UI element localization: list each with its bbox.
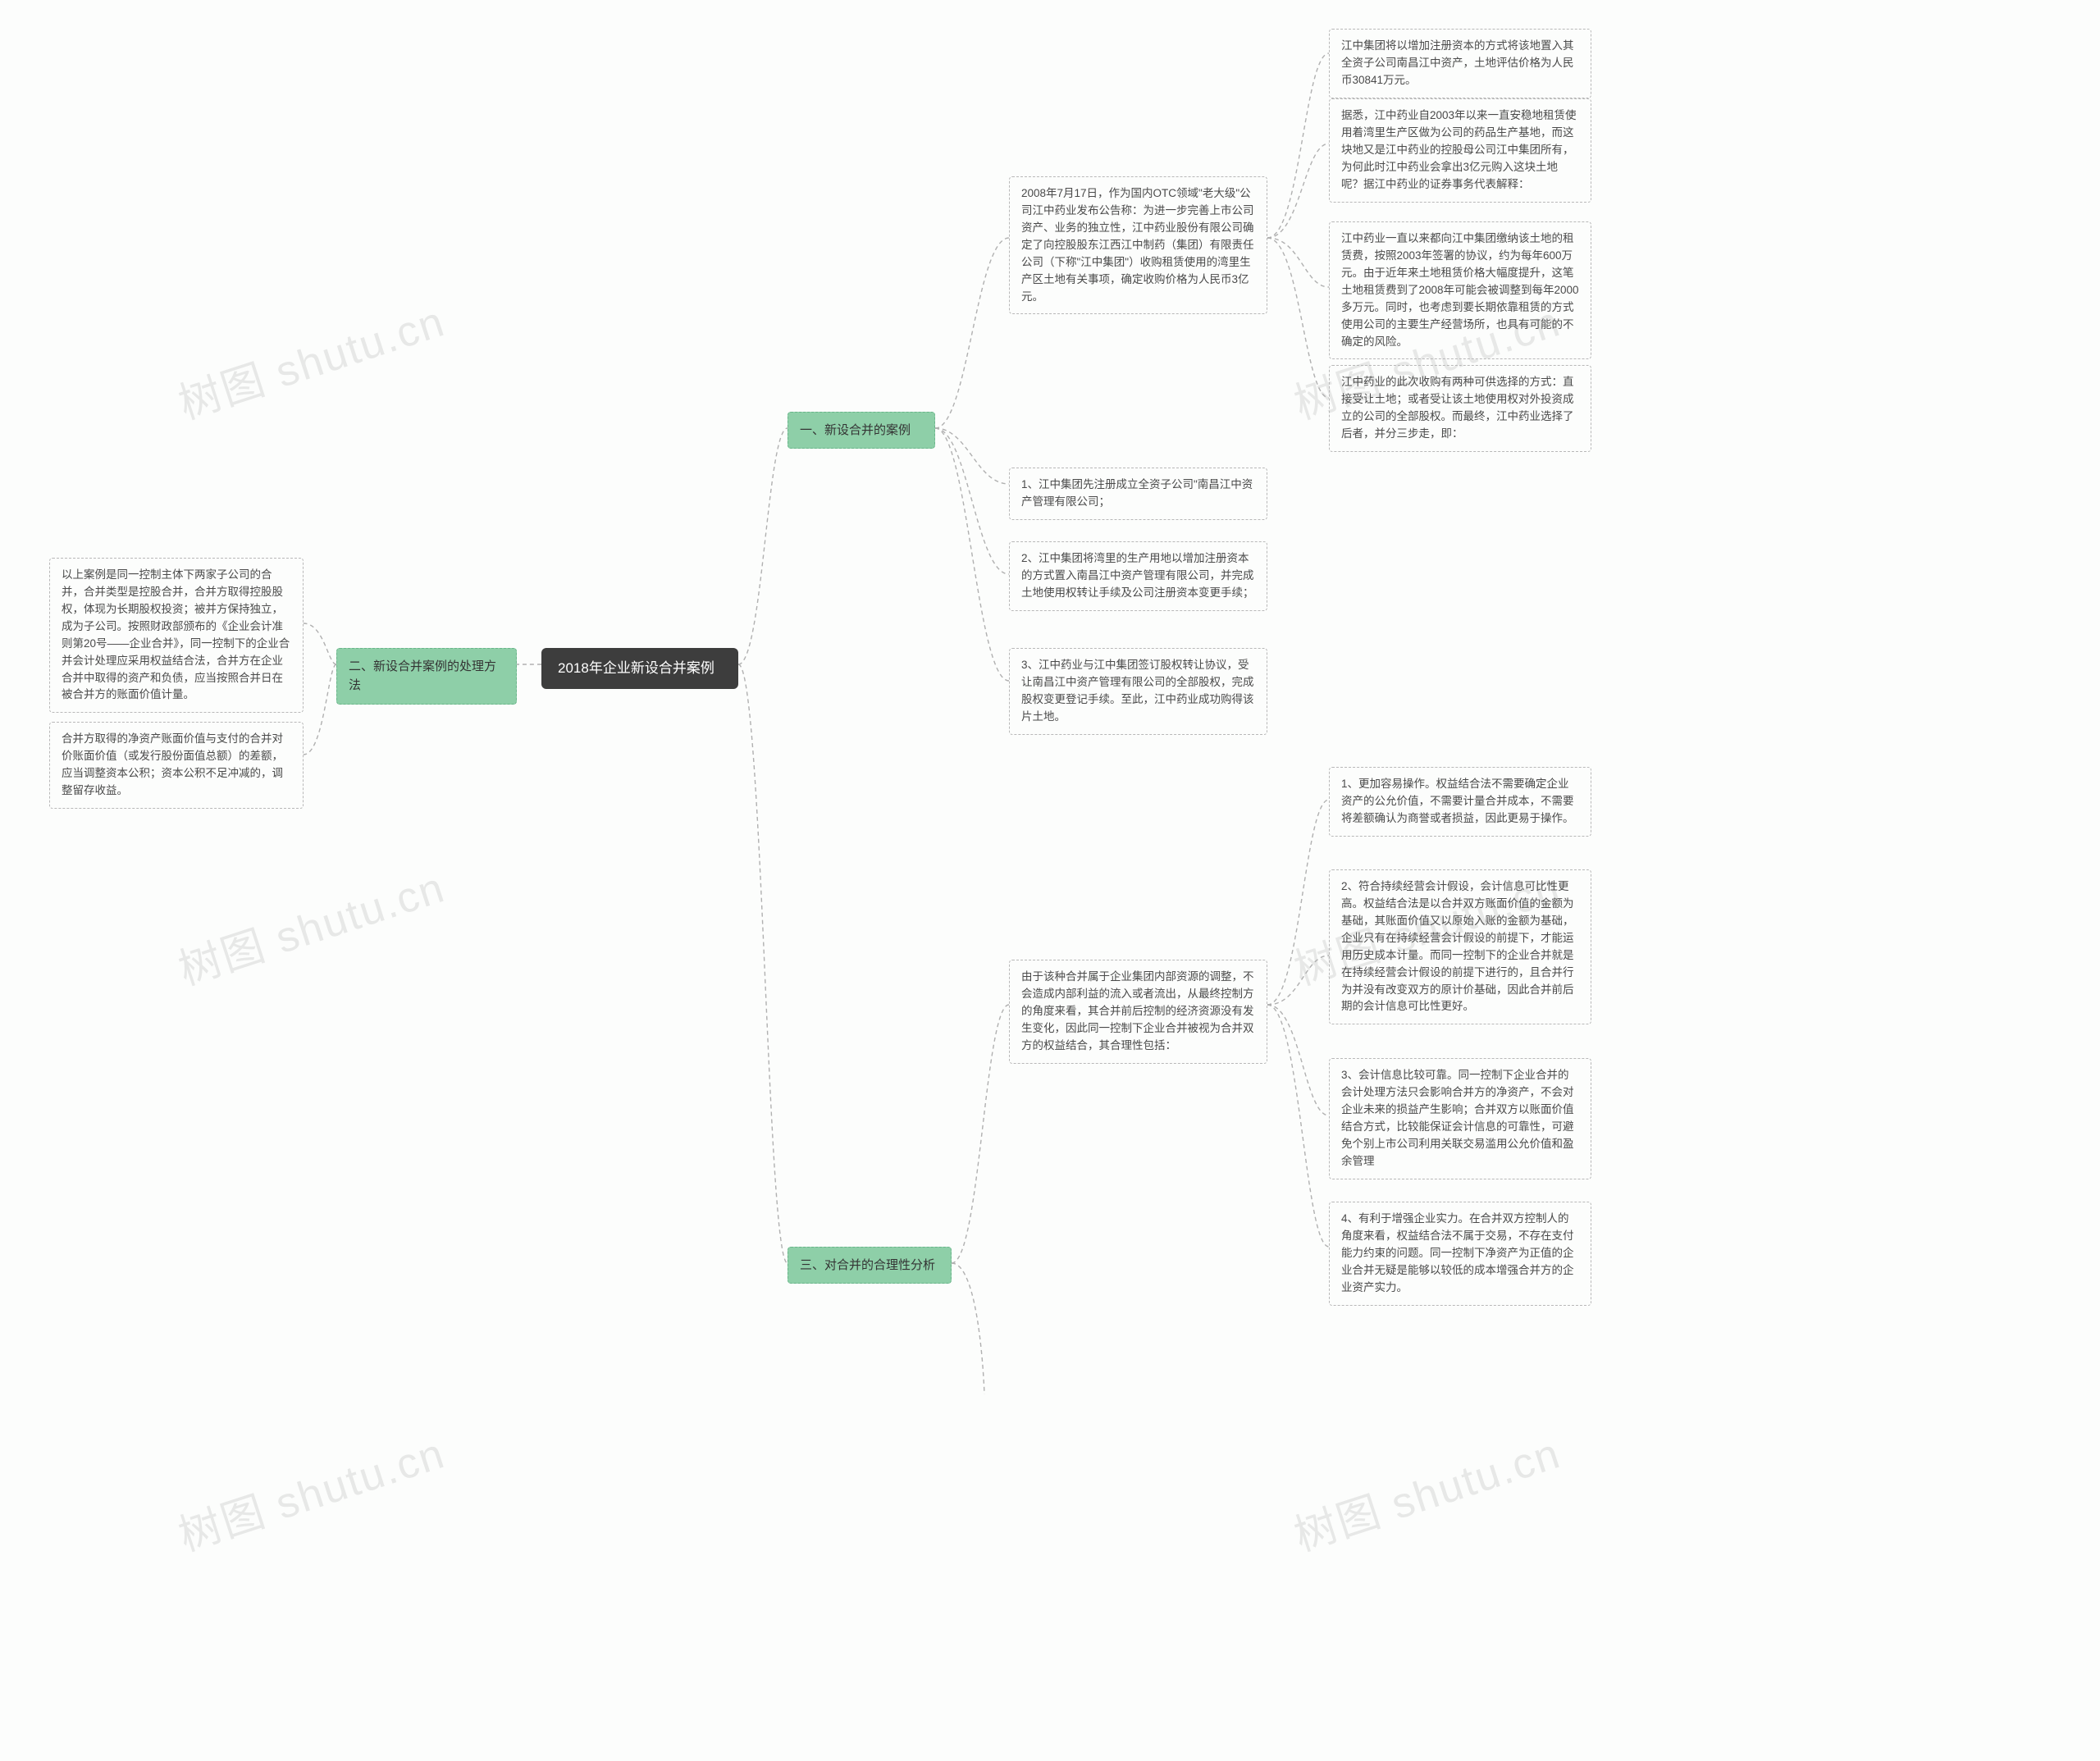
- branch-analysis[interactable]: 三、对合并的合理性分析: [788, 1247, 952, 1284]
- leaf-node[interactable]: 2、江中集团将湾里的生产用地以增加注册资本的方式置入南昌江中资产管理有限公司，并…: [1009, 541, 1267, 611]
- branch-case[interactable]: 一、新设合并的案例: [788, 412, 935, 449]
- leaf-node[interactable]: 2008年7月17日，作为国内OTC领域"老大级"公司江中药业发布公告称：为进一…: [1009, 176, 1267, 314]
- leaf-node[interactable]: 3、会计信息比较可靠。同一控制下企业合并的会计处理方法只会影响合并方的净资产，不…: [1329, 1058, 1591, 1179]
- watermark: 树图 shutu.cn: [170, 853, 452, 997]
- leaf-node[interactable]: 3、江中药业与江中集团签订股权转让协议，受让南昌江中资产管理有限公司的全部股权，…: [1009, 648, 1267, 735]
- leaf-node[interactable]: 1、江中集团先注册成立全资子公司"南昌江中资产管理有限公司；: [1009, 468, 1267, 520]
- watermark: 树图 shutu.cn: [170, 287, 452, 431]
- leaf-node[interactable]: 由于该种合并属于企业集团内部资源的调整，不会造成内部利益的流入或者流出，从最终控…: [1009, 960, 1267, 1064]
- leaf-node[interactable]: 合并方取得的净资产账面价值与支付的合并对价账面价值（或发行股份面值总额）的差额，…: [49, 722, 304, 809]
- leaf-node[interactable]: 4、有利于增强企业实力。在合并双方控制人的角度来看，权益结合法不属于交易，不存在…: [1329, 1202, 1591, 1306]
- leaf-node[interactable]: 以上案例是同一控制主体下两家子公司的合并，合并类型是控股合并，合并方取得控股股权…: [49, 558, 304, 713]
- leaf-node[interactable]: 江中集团将以增加注册资本的方式将该地置入其全资子公司南昌江中资产，土地评估价格为…: [1329, 29, 1591, 98]
- leaf-node[interactable]: 1、更加容易操作。权益结合法不需要确定企业资产的公允价值，不需要计量合并成本，不…: [1329, 767, 1591, 837]
- root-node[interactable]: 2018年企业新设合并案例: [541, 648, 738, 689]
- watermark: 树图 shutu.cn: [1285, 1419, 1568, 1563]
- leaf-node[interactable]: 江中药业一直以来都向江中集团缴纳该土地的租赁费，按照2003年签署的协议，约为每…: [1329, 221, 1591, 359]
- leaf-node[interactable]: 据悉，江中药业自2003年以来一直安稳地租赁使用着湾里生产区做为公司的药品生产基…: [1329, 98, 1591, 203]
- leaf-node[interactable]: 2、符合持续经营会计假设，会计信息可比性更高。权益结合法是以合并双方账面价值的金…: [1329, 869, 1591, 1024]
- watermark: 树图 shutu.cn: [170, 1419, 452, 1563]
- branch-methods[interactable]: 二、新设合并案例的处理方法: [336, 648, 517, 705]
- leaf-node[interactable]: 江中药业的此次收购有两种可供选择的方式：直接受让土地；或者受让该土地使用权对外投…: [1329, 365, 1591, 452]
